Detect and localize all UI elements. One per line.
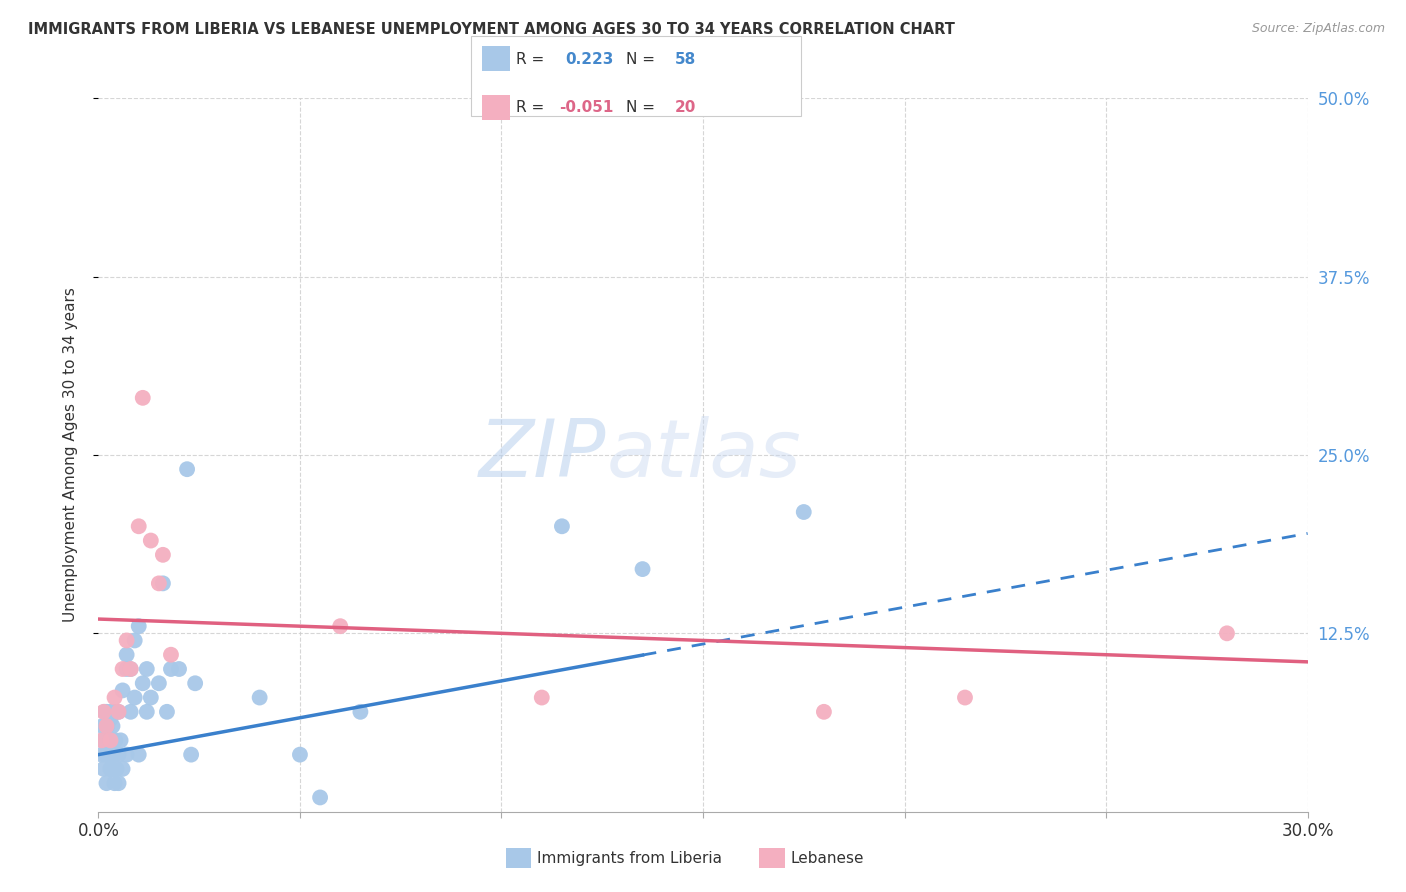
Y-axis label: Unemployment Among Ages 30 to 34 years: Unemployment Among Ages 30 to 34 years — [63, 287, 77, 623]
Point — [329, 619, 352, 633]
Point — [94, 747, 117, 762]
Text: 20: 20 — [675, 100, 696, 115]
Point — [152, 576, 174, 591]
Point — [139, 690, 162, 705]
Point — [96, 719, 118, 733]
Point — [167, 662, 190, 676]
Text: Immigrants from Liberia: Immigrants from Liberia — [537, 851, 723, 866]
Point — [128, 519, 150, 533]
Point — [100, 747, 122, 762]
Point — [631, 562, 654, 576]
Point — [111, 683, 134, 698]
Text: N =: N = — [626, 100, 659, 115]
Point — [953, 690, 976, 705]
Text: atlas: atlas — [606, 416, 801, 494]
Point — [103, 747, 125, 762]
Point — [1216, 626, 1239, 640]
Point — [249, 690, 271, 705]
Point — [180, 747, 202, 762]
Text: N =: N = — [626, 52, 659, 67]
Point — [115, 662, 138, 676]
Point — [111, 662, 134, 676]
Point — [120, 662, 142, 676]
Point — [107, 705, 129, 719]
Text: ZIP: ZIP — [479, 416, 606, 494]
Point — [124, 690, 146, 705]
Point — [309, 790, 332, 805]
Point — [115, 648, 138, 662]
Point — [100, 712, 122, 726]
Point — [91, 719, 114, 733]
Point — [530, 690, 553, 705]
Point — [103, 776, 125, 790]
Text: Source: ZipAtlas.com: Source: ZipAtlas.com — [1251, 22, 1385, 36]
Point — [107, 776, 129, 790]
Point — [128, 619, 150, 633]
Point — [160, 648, 183, 662]
Point — [148, 676, 170, 690]
Point — [135, 662, 157, 676]
Point — [101, 719, 124, 733]
Point — [100, 762, 122, 776]
Text: -0.051: -0.051 — [560, 100, 614, 115]
Point — [793, 505, 815, 519]
Text: Lebanese: Lebanese — [790, 851, 863, 866]
Point — [152, 548, 174, 562]
Point — [288, 747, 311, 762]
Point — [93, 733, 115, 747]
Point — [107, 747, 129, 762]
Point — [93, 705, 115, 719]
Point — [100, 733, 122, 747]
Point — [139, 533, 162, 548]
Point — [132, 676, 155, 690]
Point — [160, 662, 183, 676]
Point — [100, 705, 122, 719]
Point — [107, 705, 129, 719]
Point — [103, 690, 125, 705]
Point — [100, 762, 122, 776]
Point — [91, 733, 114, 747]
Point — [148, 576, 170, 591]
Point — [104, 733, 127, 747]
Text: 58: 58 — [675, 52, 696, 67]
Point — [96, 705, 118, 719]
Point — [93, 762, 115, 776]
Point — [100, 733, 122, 747]
Text: IMMIGRANTS FROM LIBERIA VS LEBANESE UNEMPLOYMENT AMONG AGES 30 TO 34 YEARS CORRE: IMMIGRANTS FROM LIBERIA VS LEBANESE UNEM… — [28, 22, 955, 37]
Point — [813, 705, 835, 719]
Point — [120, 705, 142, 719]
Point — [96, 719, 118, 733]
Point — [184, 676, 207, 690]
Point — [349, 705, 371, 719]
Point — [120, 662, 142, 676]
Point — [111, 762, 134, 776]
Point — [110, 733, 132, 747]
Point — [105, 762, 128, 776]
Point — [96, 776, 118, 790]
Text: 0.223: 0.223 — [565, 52, 613, 67]
Point — [551, 519, 574, 533]
Point — [124, 633, 146, 648]
Point — [156, 705, 179, 719]
Point — [90, 733, 112, 747]
Point — [103, 705, 125, 719]
Point — [90, 747, 112, 762]
Point — [115, 747, 138, 762]
Text: R =: R = — [516, 52, 550, 67]
Text: R =: R = — [516, 100, 550, 115]
Point — [97, 747, 120, 762]
Point — [128, 747, 150, 762]
Point — [96, 733, 118, 747]
Point — [115, 633, 138, 648]
Point — [135, 705, 157, 719]
Point — [93, 705, 115, 719]
Point — [132, 391, 155, 405]
Point — [176, 462, 198, 476]
